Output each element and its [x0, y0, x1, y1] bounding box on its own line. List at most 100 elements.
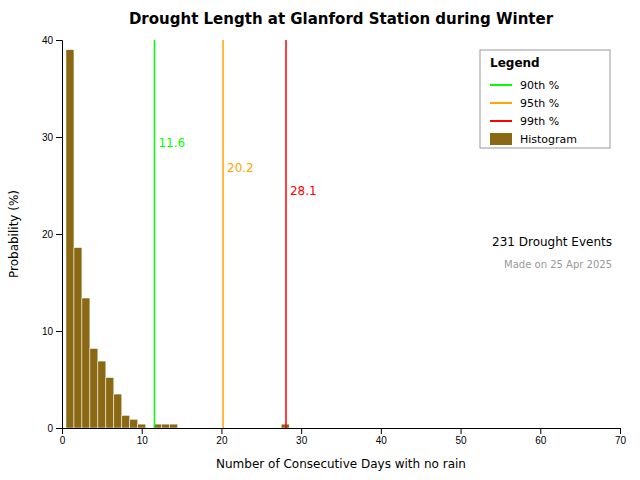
x-tick-mark	[540, 428, 541, 434]
legend-title: Legend	[490, 56, 540, 70]
bar	[297, 428, 305, 429]
legend-label: Histogram	[520, 133, 577, 146]
bar	[512, 428, 520, 429]
legend-label: 95th %	[520, 97, 559, 110]
annotation: Made on 25 Apr 2025	[504, 259, 612, 270]
y-tick-mark	[56, 137, 62, 138]
x-axis-line	[63, 429, 621, 435]
bar	[321, 428, 329, 429]
x-tick: 10	[137, 428, 149, 446]
x-tick-label: 30	[296, 435, 308, 446]
bar	[114, 394, 122, 428]
bar	[194, 428, 202, 429]
bar	[425, 428, 433, 429]
bar	[249, 428, 257, 429]
bar	[289, 428, 297, 429]
bar	[186, 428, 194, 429]
bar	[217, 428, 225, 429]
x-tick: 70	[615, 428, 627, 446]
bar	[393, 428, 401, 429]
x-tick-mark	[461, 428, 462, 434]
y-tick-label: 40	[42, 35, 54, 46]
bar	[130, 419, 138, 428]
marks	[66, 40, 289, 428]
legend-symbol	[490, 84, 512, 86]
x-tick-mark	[301, 428, 302, 434]
bar	[90, 348, 98, 428]
plot-area: 01020304050607001020304011.620.228.1Lege…	[42, 35, 627, 446]
y-tick-mark	[56, 40, 62, 41]
bar	[329, 428, 337, 429]
legend: Legend 90th % 95th % 99th % Histogram	[480, 50, 610, 148]
y-axis: 0 10 20 30 40	[42, 35, 63, 434]
legend-label: 90th %	[520, 79, 559, 92]
x-tick-label: 0	[60, 435, 66, 446]
y-tick-label: 30	[42, 132, 54, 143]
legend-symbol	[490, 133, 512, 145]
x-tick-mark	[620, 428, 621, 434]
legend-box	[480, 50, 610, 148]
legend-symbol	[490, 120, 512, 122]
y-axis-line	[56, 41, 63, 429]
y-tick: 10	[42, 326, 62, 337]
bar	[488, 428, 496, 429]
bar	[233, 428, 241, 429]
annotation: 231 Drought Events	[492, 235, 612, 249]
y-axis-title: Probability (%)	[7, 190, 21, 278]
bar	[178, 428, 186, 429]
chart: 01020304050607001020304011.620.228.1Lege…	[0, 0, 640, 480]
bar	[481, 428, 489, 429]
bar	[417, 428, 425, 429]
bar	[273, 428, 281, 429]
x-axis: 0 10 20 30 40 50 60 70	[60, 428, 627, 446]
x-tick-mark	[381, 428, 382, 434]
x-tick: 60	[535, 428, 547, 446]
bar	[98, 361, 106, 428]
x-axis-title: Number of Consecutive Days with no rain	[216, 457, 466, 471]
y-tick-label: 0	[47, 423, 53, 434]
bar	[337, 428, 345, 429]
x-tick: 50	[456, 428, 468, 446]
x-tick: 20	[216, 428, 228, 446]
bar	[225, 428, 233, 429]
title: Drought Length at Glanford Station durin…	[129, 10, 554, 28]
bar	[345, 428, 353, 429]
bar	[520, 428, 528, 429]
y-tick-label: 10	[42, 326, 54, 337]
bar	[281, 424, 289, 428]
bar	[202, 428, 210, 429]
bar	[536, 428, 544, 429]
bar	[465, 428, 473, 429]
bar	[385, 428, 393, 429]
legend-label: 99th %	[520, 115, 559, 128]
bar	[504, 428, 512, 429]
bar	[66, 50, 74, 428]
x-tick: 30	[296, 428, 308, 446]
legend-symbol	[490, 102, 512, 104]
x-tick-label: 20	[216, 435, 228, 446]
bar	[401, 428, 409, 429]
bar	[305, 428, 313, 429]
y-tick-mark	[56, 331, 62, 332]
percentile-line	[285, 40, 287, 428]
bar	[377, 428, 385, 429]
bar	[74, 248, 82, 428]
bar	[209, 428, 217, 429]
percentile-line	[222, 40, 224, 428]
x-tick: 40	[376, 428, 388, 446]
bar	[441, 428, 449, 429]
x-tick: 0	[60, 428, 66, 446]
y-tick-label: 20	[42, 229, 54, 240]
x-tick-label: 70	[615, 435, 627, 446]
bar	[146, 428, 154, 429]
percentile-line	[154, 40, 156, 428]
y-tick: 40	[42, 35, 62, 46]
bar	[257, 428, 265, 429]
bar	[496, 428, 504, 429]
bar	[449, 428, 457, 429]
y-tick-mark	[56, 234, 62, 235]
x-tick-label: 10	[137, 435, 149, 446]
percentile-label: 20.2	[227, 161, 254, 175]
x-tick-label: 40	[376, 435, 388, 446]
x-tick-mark	[142, 428, 143, 434]
